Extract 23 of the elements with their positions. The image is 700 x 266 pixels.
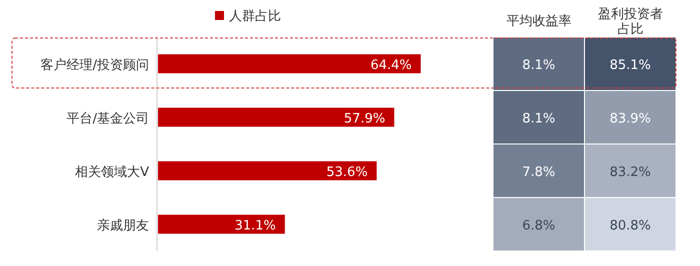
- legend-label: 人群占比: [229, 9, 281, 24]
- data-label: 53.6%: [326, 164, 368, 180]
- bar: [158, 108, 394, 127]
- y-tick-label: 亲戚朋友: [97, 218, 149, 234]
- data-label: 31.1%: [234, 218, 276, 234]
- bar: [158, 214, 285, 234]
- data-label: 85.1%: [610, 58, 651, 73]
- data-label: 8.1%: [522, 111, 556, 126]
- bar: [158, 161, 377, 180]
- data-label: 83.9%: [610, 111, 651, 126]
- data-label: 8.1%: [522, 58, 556, 73]
- data-label: 64.4%: [370, 58, 412, 73]
- data-label: 83.2%: [610, 164, 651, 180]
- data-label: 7.8%: [522, 164, 556, 180]
- y-tick-label: 平台/基金公司: [66, 111, 149, 126]
- y-tick-label: 相关领域大V: [75, 164, 150, 180]
- data-label: 6.8%: [522, 218, 556, 234]
- y-tick-label: 客户经理/投资顾问: [40, 56, 149, 73]
- x-tick-label: 盈利投资者占比: [598, 7, 663, 37]
- x-tick-label: 平均收益率: [506, 13, 572, 29]
- data-label: 80.8%: [610, 218, 651, 234]
- bar: [158, 54, 421, 74]
- data-label: 57.9%: [344, 111, 386, 126]
